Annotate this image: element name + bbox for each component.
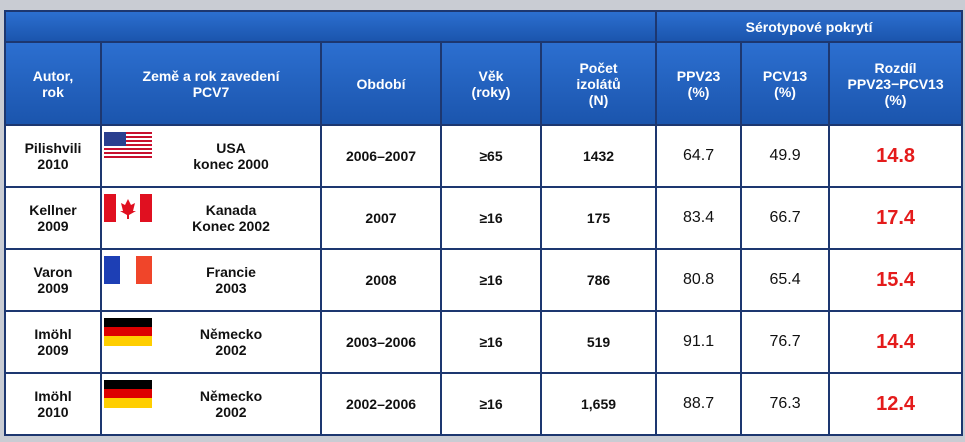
author-cell: Imöhl 2009: [4, 310, 102, 374]
ppv23: 64.7: [655, 124, 743, 188]
row: Varon 2009 Francie 2003 2008 ≥16 786 80.8 65.4 15…: [4, 248, 964, 312]
diff: 14.8: [828, 124, 964, 188]
author-cell: Imöhl 2010: [4, 372, 102, 436]
pcv13: 76.3: [740, 372, 831, 436]
header-text: Autor, rok: [32, 67, 74, 100]
header: Země a rok zavedení PCV7: [100, 41, 322, 126]
pcv13: 66.7: [740, 186, 831, 250]
diff: 14.4: [828, 310, 964, 374]
country-cell: Kanada Konec 2002: [100, 186, 322, 250]
header-text: PPV23 (%): [676, 67, 721, 100]
header-text: PCV13 (%): [762, 67, 808, 100]
author: Varon: [33, 264, 73, 280]
diff: 12.4: [828, 372, 964, 436]
year: 2009: [37, 342, 69, 358]
n: 786: [539, 248, 658, 312]
ppv23: 80.8: [655, 248, 743, 312]
blank-header: [3, 10, 658, 43]
year: 2010: [37, 404, 69, 420]
n: 519: [539, 310, 658, 374]
period: 2007: [320, 186, 442, 250]
group-header: Sérotypové pokrytí: [655, 10, 964, 43]
country: USA: [216, 140, 246, 156]
country-cell: Německo 2002: [100, 310, 322, 374]
period: 2008: [320, 248, 442, 312]
country-cell: USA konec 2000: [100, 124, 322, 188]
header: Rozdíl PPV23−PCV13 (%): [828, 41, 964, 126]
intro: 2003: [215, 280, 247, 296]
row: Imöhl 2009 Německo 2002 2003–2006 ≥16 519 91.1 7…: [4, 310, 964, 374]
header: PCV13 (%): [740, 41, 831, 126]
flag-france: [104, 256, 152, 284]
age: ≥16: [440, 248, 542, 312]
flag-canada: [104, 194, 152, 222]
table-wrap: Sérotypové pokrytí Autor, rok Země a rok…: [3, 10, 964, 442]
ppv23: 83.4: [655, 186, 743, 250]
header-text: Země a rok zavedení PCV7: [142, 67, 280, 100]
header-text: Počet izolátů (N): [576, 59, 621, 108]
header-text: Rozdíl PPV23−PCV13 (%): [847, 59, 944, 108]
row: Imöhl 2010 Německo 2002 2002–2006 ≥16 1,659 88.…: [4, 372, 964, 436]
period: 2002–2006: [320, 372, 442, 436]
row: Pilishvili 2010 USA konec 2000 2006–2007 ≥65 1…: [4, 124, 964, 188]
author: Imöhl: [34, 388, 72, 404]
year: 2010: [37, 156, 69, 172]
author: Imöhl: [34, 326, 72, 342]
age: ≥16: [440, 186, 542, 250]
row: Kellner 2009 Kanada Konec 2002 2007 ≥16 175 83.…: [4, 186, 964, 250]
year: 2009: [37, 218, 69, 234]
pcv13: 65.4: [740, 248, 831, 312]
diff: 17.4: [828, 186, 964, 250]
intro: 2002: [215, 342, 247, 358]
flag-usa: [104, 132, 152, 160]
country: Německo: [199, 388, 263, 404]
flag-germany: [104, 318, 152, 346]
author-cell: Varon 2009: [4, 248, 102, 312]
flag-germany: [104, 380, 152, 408]
intro: Konec 2002: [192, 218, 270, 234]
header-text: Věk (roky): [471, 67, 511, 100]
author-cell: Kellner 2009: [4, 186, 102, 250]
year: 2009: [37, 280, 69, 296]
n: 1432: [539, 124, 658, 188]
header: Počet izolátů (N): [539, 41, 658, 126]
intro: konec 2000: [193, 156, 269, 172]
n: 175: [539, 186, 658, 250]
header: PPV23 (%): [655, 41, 743, 126]
author: Pilishvili: [24, 140, 82, 156]
country: Francie: [206, 264, 256, 280]
ppv23: 91.1: [655, 310, 743, 374]
age: ≥16: [440, 372, 542, 436]
age: ≥16: [440, 310, 542, 374]
country: Německo: [199, 326, 263, 342]
intro: 2002: [215, 404, 247, 420]
header: Období: [320, 41, 442, 126]
header: Věk (roky): [440, 41, 542, 126]
table: Sérotypové pokrytí Autor, rok Země a rok…: [3, 10, 964, 436]
header: Autor, rok: [4, 41, 102, 126]
author: Kellner: [29, 202, 77, 218]
ppv23: 88.7: [655, 372, 743, 436]
period: 2006–2007: [320, 124, 442, 188]
country-cell: Německo 2002: [100, 372, 322, 436]
country-cell: Francie 2003: [100, 248, 322, 312]
period: 2003–2006: [320, 310, 442, 374]
country: Kanada: [205, 202, 257, 218]
age: ≥65: [440, 124, 542, 188]
n: 1,659: [539, 372, 658, 436]
pcv13: 49.9: [740, 124, 831, 188]
diff: 15.4: [828, 248, 964, 312]
pcv13: 76.7: [740, 310, 831, 374]
author-cell: Pilishvili 2010: [4, 124, 102, 188]
